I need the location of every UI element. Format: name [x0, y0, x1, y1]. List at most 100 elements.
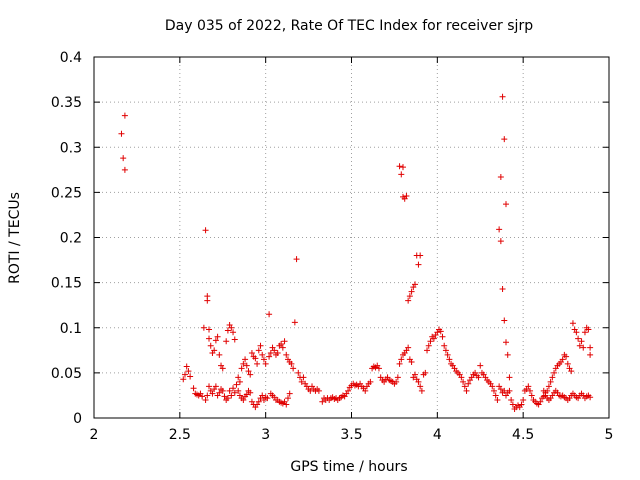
- data-point: [204, 297, 211, 304]
- data-point: [236, 378, 243, 385]
- data-point: [181, 371, 188, 378]
- data-point: [233, 381, 240, 388]
- x-tick-label: 3: [261, 427, 270, 443]
- data-point: [503, 201, 509, 208]
- data-point: [291, 319, 298, 326]
- data-point: [252, 355, 259, 362]
- data-point: [216, 389, 223, 396]
- y-tick-label: 0: [73, 411, 82, 427]
- data-point: [400, 164, 406, 171]
- data-point: [260, 356, 267, 363]
- data-point: [200, 324, 207, 331]
- data-point: [412, 371, 419, 378]
- data-point: [417, 383, 424, 390]
- data-point: [231, 336, 238, 343]
- data-point: [221, 393, 228, 400]
- data-point: [580, 344, 587, 351]
- data-point: [506, 387, 513, 394]
- y-tick-label: 0.2: [60, 231, 82, 247]
- y-axis-label: ROTI / TECUs: [7, 192, 23, 284]
- data-point: [497, 174, 504, 181]
- data-point: [509, 401, 516, 408]
- data-point: [206, 383, 213, 390]
- data-point: [202, 396, 209, 403]
- data-point: [259, 392, 266, 399]
- data-point: [408, 288, 415, 295]
- data-point: [247, 389, 254, 396]
- data-point: [271, 347, 278, 354]
- data-point: [199, 393, 206, 400]
- data-point: [230, 385, 237, 392]
- data-point: [396, 360, 403, 367]
- data-point: [242, 356, 249, 363]
- data-point: [549, 374, 556, 381]
- data-point: [375, 365, 382, 372]
- data-point: [576, 342, 583, 349]
- data-point: [267, 350, 274, 357]
- data-point: [284, 395, 291, 402]
- y-tick-label: 0.3: [60, 140, 82, 156]
- data-point: [219, 365, 226, 372]
- data-point: [527, 387, 534, 394]
- data-point: [425, 342, 432, 349]
- data-point: [283, 351, 290, 358]
- data-point: [190, 385, 197, 392]
- data-point: [465, 380, 472, 387]
- data-point: [295, 369, 302, 376]
- data-point: [573, 329, 580, 336]
- data-point: [490, 387, 497, 394]
- data-point: [551, 369, 558, 376]
- y-tick-label: 0.4: [60, 50, 82, 66]
- data-point: [568, 368, 575, 375]
- data-point: [564, 360, 571, 367]
- data-point: [202, 227, 209, 234]
- data-point: [248, 350, 255, 357]
- data-point: [307, 387, 314, 394]
- data-point: [489, 383, 496, 390]
- data-point: [506, 374, 513, 381]
- x-tick-label: 3.5: [340, 427, 362, 443]
- data-point: [587, 351, 594, 358]
- y-tick-label: 0.25: [51, 185, 82, 201]
- data-point: [286, 390, 293, 397]
- data-point: [518, 401, 525, 408]
- data-point: [279, 344, 286, 351]
- data-point: [525, 383, 532, 390]
- plot-frame: [93, 56, 610, 419]
- data-point: [257, 342, 264, 349]
- data-point: [587, 344, 594, 351]
- data-point: [283, 401, 290, 408]
- data-point: [231, 389, 238, 396]
- data-point: [224, 327, 231, 334]
- data-point: [121, 112, 128, 119]
- data-point: [235, 387, 242, 394]
- data-point: [504, 351, 511, 358]
- data-point: [219, 387, 226, 394]
- x-tick-label: 4: [433, 427, 442, 443]
- data-point: [408, 359, 415, 366]
- data-point: [367, 378, 374, 385]
- data-point: [398, 356, 405, 363]
- data-point: [587, 394, 594, 401]
- data-point: [224, 395, 231, 402]
- data-point: [240, 396, 247, 403]
- data-point: [209, 390, 216, 397]
- data-point: [393, 378, 400, 385]
- data-point: [362, 387, 369, 394]
- y-tick-label: 0.1: [60, 321, 82, 337]
- data-point: [463, 387, 470, 394]
- data-point: [293, 256, 300, 263]
- data-point: [520, 396, 527, 403]
- data-point: [501, 136, 508, 143]
- x-tick-label: 2: [90, 427, 99, 443]
- data-point: [288, 360, 295, 367]
- data-point: [415, 261, 422, 268]
- data-point: [204, 392, 211, 399]
- data-point: [547, 378, 554, 385]
- data-point: [528, 392, 535, 399]
- data-point: [223, 338, 230, 345]
- data-point: [405, 344, 412, 351]
- data-point: [418, 387, 425, 394]
- data-point: [394, 374, 401, 381]
- data-point: [298, 378, 305, 385]
